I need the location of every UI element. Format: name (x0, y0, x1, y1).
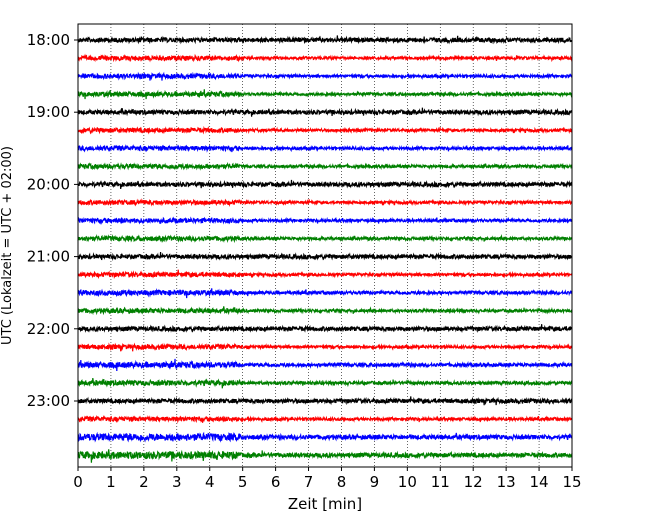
x-tick-label-12: 12 (464, 473, 483, 491)
trace-2045 (77, 234, 573, 244)
trace-2000 (77, 179, 573, 189)
trace-2300 (77, 396, 573, 406)
x-tick-label-9: 9 (370, 473, 380, 491)
y-tick-label-0: 18:00 (27, 31, 70, 49)
trace-2345 (77, 449, 573, 463)
x-tick-label-14: 14 (530, 473, 549, 491)
x-axis-label: Zeit [min] (288, 495, 362, 513)
trace-2115 (77, 269, 573, 280)
y-tick-label-4: 22:00 (27, 320, 70, 338)
y-axis-label: UTC (Lokalzeit = UTC + 02:00) (0, 146, 15, 345)
trace-2315 (77, 414, 573, 424)
trace-lines (77, 35, 573, 463)
x-tick-label-0: 0 (73, 473, 83, 491)
trace-2130 (77, 288, 573, 299)
x-tick-label-10: 10 (398, 473, 417, 491)
trace-2330 (77, 431, 573, 443)
x-tick-label-7: 7 (304, 473, 314, 491)
x-tick-label-1: 1 (106, 473, 116, 491)
y-axis-ticks: 18:00 19:00 20:00 21:00 22:00 23:00 (27, 31, 78, 410)
y-tick-label-3: 21:00 (27, 248, 70, 266)
y-tick-label-2: 20:00 (27, 175, 70, 193)
trace-2030 (77, 216, 573, 225)
trace-2245 (77, 377, 573, 389)
trace-2100 (77, 252, 573, 262)
vertical-grid-lines (110, 24, 540, 467)
trace-1915 (77, 125, 573, 135)
y-tick-label-1: 19:00 (27, 103, 70, 121)
trace-2230 (77, 358, 573, 372)
x-tick-label-6: 6 (271, 473, 281, 491)
x-tick-label-11: 11 (431, 473, 450, 491)
x-tick-label-2: 2 (139, 473, 149, 491)
x-tick-label-4: 4 (205, 473, 215, 491)
y-tick-label-5: 23:00 (27, 392, 70, 410)
x-tick-label-15: 15 (562, 473, 581, 491)
x-tick-label-5: 5 (238, 473, 248, 491)
trace-2015 (77, 198, 573, 207)
trace-2215 (77, 342, 573, 352)
x-tick-label-13: 13 (497, 473, 516, 491)
trace-1945 (77, 161, 573, 171)
trace-1800 (77, 35, 573, 45)
x-axis-ticks: 0 1 2 3 4 5 6 7 8 9 10 11 12 13 14 15 (73, 467, 582, 491)
trace-2145 (77, 306, 573, 316)
trace-1815 (77, 53, 573, 63)
trace-1930 (77, 144, 573, 153)
x-tick-label-8: 8 (337, 473, 347, 491)
trace-1830 (77, 71, 573, 81)
trace-1900 (77, 107, 573, 117)
trace-1845 (77, 89, 573, 100)
plot-frame (77, 23, 573, 468)
x-tick-label-3: 3 (172, 473, 182, 491)
trace-2200 (77, 324, 573, 333)
